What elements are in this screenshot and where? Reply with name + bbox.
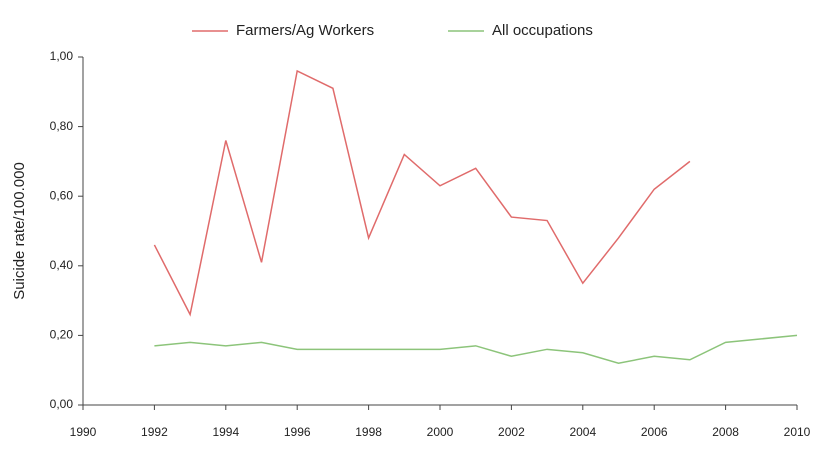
x-tick-label: 2008 [712,425,739,439]
x-tick-label: 2006 [641,425,668,439]
legend-label: Farmers/Ag Workers [236,22,374,39]
x-tick-label: 1998 [355,425,382,439]
x-tick-label: 2004 [569,425,596,439]
x-tick-label: 1990 [70,425,97,439]
y-tick-label: 0,40 [50,258,74,272]
x-tick-label: 1992 [141,425,168,439]
x-tick-label: 1994 [212,425,239,439]
series-line [153,69,691,317]
y-tick-label: 0,00 [50,397,74,411]
y-tick-label: 1,00 [50,49,74,63]
y-tick-label: 0,80 [50,119,74,133]
y-tick-label: 0,60 [50,188,74,202]
y-tick-label: 0,20 [50,328,74,342]
x-tick-label: 1996 [284,425,311,439]
legend-label: All occupations [492,22,593,39]
series-line [154,334,798,365]
x-tick-label: 2002 [498,425,525,439]
y-axis-label: Suicide rate/100.000 [11,162,28,300]
x-tick-label: 2010 [784,425,811,439]
x-tick-label: 2000 [427,425,454,439]
